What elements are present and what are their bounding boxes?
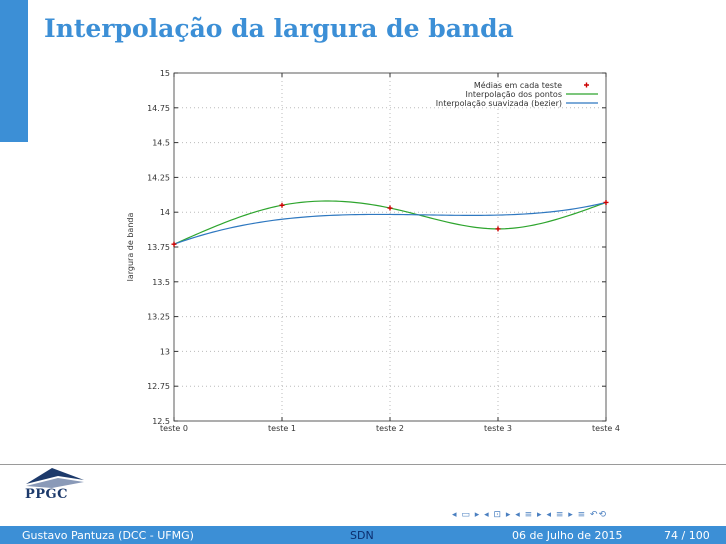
y-tick-label: 13.75 [147, 243, 170, 252]
x-tick-label: teste 4 [592, 424, 620, 433]
ppgc-logo-icon [26, 468, 84, 488]
y-axis-label: largura de banda [126, 213, 135, 282]
y-tick-label: 14.75 [147, 104, 170, 113]
footer-bar: Gustavo Pantuza (DCC - UFMG) SDN 06 de J… [0, 526, 726, 544]
y-tick-label: 14.5 [152, 139, 170, 148]
data-point-3 [495, 226, 501, 232]
data-point-0 [171, 241, 177, 247]
y-tick-label: 13.5 [152, 278, 170, 287]
footer-page-number: 74 / 100 [664, 529, 710, 542]
beamer-navigation-symbols[interactable]: ◂ ▭ ▸ ◂ ⊡ ▸ ◂ ≡ ▸ ◂ ≡ ▸ ≡ ↶⟲ [452, 510, 608, 520]
y-tick-label: 13 [160, 347, 170, 356]
header-accent-bar [0, 0, 28, 142]
y-tick-label: 13.25 [147, 313, 170, 322]
legend-label: Médias em cada teste [474, 80, 562, 90]
x-tick-label: teste 2 [376, 424, 404, 433]
data-point-1 [279, 202, 285, 208]
y-tick-label: 12.75 [147, 382, 170, 391]
footer-separator [0, 464, 726, 465]
y-tick-label: 14 [160, 208, 170, 217]
y-tick-label: 15 [160, 69, 170, 78]
bandwidth-chart: 12.5 12.75 13 13.25 13.5 13.75 14 14.25 14.5 14.7… [126, 69, 620, 433]
x-tick-label: teste 1 [268, 424, 296, 433]
logo-text: PPGC [25, 487, 68, 502]
data-point-2 [387, 205, 393, 211]
footer-date: 06 de Julho de 2015 [512, 529, 623, 542]
footer-author: Gustavo Pantuza (DCC - UFMG) [22, 529, 194, 542]
data-point-4 [603, 199, 609, 205]
slide-title: Interpolação da largura de banda [44, 14, 514, 43]
x-tick-label: teste 0 [160, 424, 188, 433]
footer-short-title[interactable]: SDN [350, 529, 374, 542]
legend-label: Interpolação dos pontos [465, 90, 562, 99]
legend-label: Interpolação suavizada (bezier) [436, 99, 562, 108]
x-tick-label: teste 3 [484, 424, 512, 433]
legend-swatch [584, 82, 589, 88]
y-tick-label: 12.5 [152, 417, 170, 426]
y-tick-label: 14.25 [147, 173, 170, 182]
series-line-bezier [173, 201, 607, 245]
